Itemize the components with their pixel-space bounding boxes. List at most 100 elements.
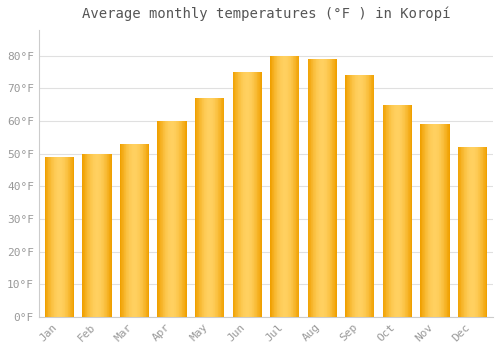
Bar xyxy=(248,72,250,317)
Bar xyxy=(357,75,358,317)
Bar xyxy=(329,59,330,317)
Bar xyxy=(386,105,387,317)
Bar xyxy=(52,157,53,317)
Bar xyxy=(399,105,400,317)
Bar xyxy=(364,75,365,317)
Bar xyxy=(470,147,471,317)
Bar xyxy=(246,72,247,317)
Bar xyxy=(197,98,198,317)
Bar xyxy=(223,98,224,317)
Bar xyxy=(387,105,388,317)
Bar xyxy=(253,72,254,317)
Bar xyxy=(238,72,239,317)
Bar xyxy=(309,59,310,317)
Bar xyxy=(64,157,66,317)
Bar xyxy=(345,75,346,317)
Bar xyxy=(296,56,297,317)
Bar xyxy=(392,105,393,317)
Bar xyxy=(308,59,309,317)
Bar xyxy=(198,98,200,317)
Bar xyxy=(236,72,237,317)
Bar xyxy=(275,56,276,317)
Bar xyxy=(220,98,222,317)
Bar xyxy=(278,56,279,317)
Bar xyxy=(234,72,236,317)
Bar xyxy=(407,105,408,317)
Bar xyxy=(164,121,165,317)
Bar xyxy=(446,124,448,317)
Bar xyxy=(271,56,272,317)
Bar xyxy=(128,144,130,317)
Bar xyxy=(255,72,256,317)
Bar xyxy=(98,154,99,317)
Bar xyxy=(45,157,46,317)
Bar xyxy=(105,154,106,317)
Bar xyxy=(205,98,206,317)
Bar xyxy=(316,59,317,317)
Bar xyxy=(382,105,384,317)
Bar xyxy=(242,72,243,317)
Bar xyxy=(281,56,282,317)
Bar xyxy=(217,98,218,317)
Bar xyxy=(54,157,55,317)
Bar xyxy=(324,59,325,317)
Bar xyxy=(290,56,292,317)
Bar xyxy=(480,147,481,317)
Bar xyxy=(180,121,181,317)
Bar xyxy=(148,144,149,317)
Bar xyxy=(460,147,462,317)
Bar xyxy=(477,147,478,317)
Bar xyxy=(289,56,290,317)
Bar xyxy=(331,59,332,317)
Bar xyxy=(462,147,463,317)
Bar xyxy=(175,121,176,317)
Bar xyxy=(83,154,84,317)
Bar xyxy=(371,75,372,317)
Bar xyxy=(72,157,74,317)
Bar xyxy=(173,121,174,317)
Bar xyxy=(201,98,202,317)
Bar xyxy=(279,56,280,317)
Bar xyxy=(362,75,364,317)
Bar xyxy=(132,144,133,317)
Bar xyxy=(284,56,286,317)
Bar xyxy=(314,59,315,317)
Bar xyxy=(162,121,164,317)
Bar xyxy=(322,59,323,317)
Bar xyxy=(146,144,147,317)
Bar xyxy=(108,154,110,317)
Bar xyxy=(177,121,178,317)
Bar xyxy=(385,105,386,317)
Bar xyxy=(287,56,288,317)
Bar xyxy=(142,144,144,317)
Bar xyxy=(82,154,83,317)
Bar xyxy=(70,157,71,317)
Bar xyxy=(444,124,445,317)
Bar xyxy=(90,154,91,317)
Bar xyxy=(395,105,396,317)
Bar xyxy=(478,147,479,317)
Bar xyxy=(222,98,223,317)
Bar xyxy=(50,157,51,317)
Bar xyxy=(56,157,58,317)
Bar xyxy=(202,98,203,317)
Bar xyxy=(336,59,337,317)
Bar xyxy=(280,56,281,317)
Bar xyxy=(464,147,465,317)
Bar xyxy=(123,144,124,317)
Bar xyxy=(430,124,431,317)
Bar xyxy=(69,157,70,317)
Bar xyxy=(312,59,314,317)
Bar xyxy=(261,72,262,317)
Bar xyxy=(438,124,440,317)
Bar xyxy=(485,147,486,317)
Bar xyxy=(361,75,362,317)
Bar xyxy=(484,147,485,317)
Bar xyxy=(393,105,394,317)
Bar xyxy=(481,147,482,317)
Bar xyxy=(332,59,333,317)
Bar xyxy=(448,124,449,317)
Bar xyxy=(286,56,287,317)
Bar xyxy=(133,144,134,317)
Bar xyxy=(292,56,293,317)
